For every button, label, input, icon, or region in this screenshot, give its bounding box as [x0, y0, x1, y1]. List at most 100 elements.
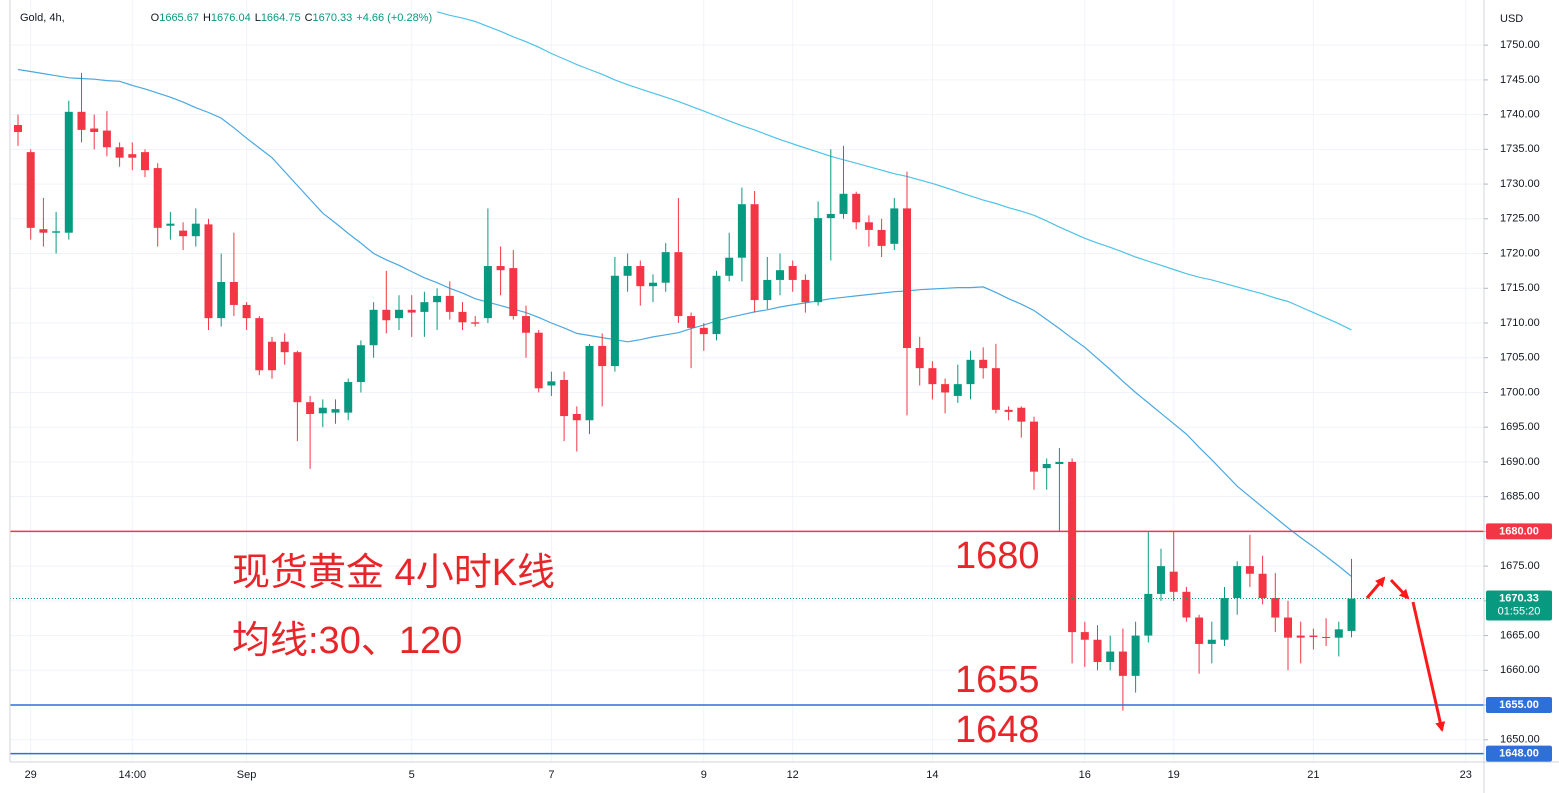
candle-body: [1118, 651, 1127, 676]
annotation: 均线:30、120: [232, 620, 462, 662]
ohlc-value: 1676.04: [210, 12, 251, 24]
candle-body: [420, 302, 429, 312]
level-price-label: 1680.00: [1499, 525, 1539, 537]
candle-body: [1169, 571, 1178, 592]
candle-body: [39, 229, 48, 233]
x-tick-label: 29: [25, 769, 37, 781]
candle-body: [395, 309, 403, 319]
forecast-arrows: [1365, 576, 1446, 732]
candle-body: [826, 213, 835, 219]
candle-body: [255, 318, 264, 371]
candle-body: [445, 295, 454, 312]
candle-body: [306, 402, 315, 414]
candle-body: [1195, 617, 1204, 644]
level-price-label: 1655.00: [1499, 699, 1539, 711]
candle-body: [649, 282, 657, 287]
arrow: [1365, 576, 1386, 599]
ohlc-value: 1664.75: [260, 12, 301, 24]
countdown-label: 01:55:20: [1498, 605, 1541, 617]
candle-body: [141, 152, 149, 171]
candle-body: [331, 409, 340, 413]
ohlc-label: L: [254, 12, 261, 24]
candle-body: [1322, 636, 1331, 638]
moving-average-line: [436, 11, 1352, 331]
candle-body: [496, 266, 505, 271]
candle-body: [1106, 651, 1115, 662]
candle-body: [547, 381, 556, 386]
candle-body: [229, 282, 238, 305]
y-tick-label: 1650.00: [1500, 734, 1540, 746]
currency-label: USD: [1500, 13, 1523, 25]
candle-body: [610, 275, 619, 367]
y-tick-label: 1725.00: [1500, 213, 1540, 225]
candles: [14, 72, 1356, 711]
x-tick-label: 14:00: [119, 769, 147, 781]
candle-body: [191, 223, 200, 237]
candle-body: [1233, 566, 1242, 599]
candle-body: [179, 230, 188, 237]
candle-body: [585, 345, 594, 421]
candle-body: [1068, 461, 1077, 633]
y-tick-label: 1685.00: [1500, 491, 1540, 503]
candle-body: [991, 368, 1000, 410]
y-tick-label: 1675.00: [1500, 560, 1540, 572]
candle-body: [77, 111, 86, 130]
annotation: 现货黄金 4小时K线: [232, 552, 555, 594]
candle-body: [966, 359, 975, 385]
candle-body: [661, 252, 670, 283]
candle-body: [458, 311, 467, 323]
candle-body: [483, 266, 492, 319]
candle-body: [14, 125, 22, 132]
candle-body: [268, 341, 276, 371]
candle-body: [572, 413, 581, 421]
y-tick-label: 1695.00: [1500, 421, 1540, 433]
arrow: [1389, 578, 1410, 600]
y-tick-label: 1665.00: [1500, 629, 1540, 641]
candle-body: [344, 382, 353, 413]
candle-body: [687, 316, 696, 328]
candle-body: [90, 128, 99, 132]
candle-body: [788, 266, 797, 280]
y-tick-label: 1700.00: [1500, 386, 1540, 398]
candle-body: [776, 270, 784, 280]
y-tick-label: 1750.00: [1500, 39, 1540, 51]
level-price-box: [1486, 523, 1552, 540]
annotation: 1655: [955, 659, 1040, 701]
candle-body: [1220, 598, 1229, 640]
y-tick-label: 1730.00: [1500, 178, 1540, 190]
candle-body: [560, 379, 569, 417]
candle-body: [699, 327, 708, 335]
level-price-box: [1486, 697, 1552, 714]
annotation: 1680: [955, 535, 1040, 577]
candle-body: [737, 204, 746, 258]
candle-body: [280, 341, 289, 353]
x-tick-label: 16: [1079, 769, 1091, 781]
candle-body: [1258, 573, 1267, 599]
y-tick-label: 1715.00: [1500, 282, 1540, 294]
x-tick-label: 21: [1307, 769, 1319, 781]
candle-body: [242, 304, 251, 319]
candle-body: [1157, 566, 1165, 594]
candle-body: [839, 193, 848, 214]
candle-body: [1284, 617, 1292, 638]
change: +4.66 (+0.28%): [356, 12, 433, 24]
candle-body: [915, 348, 924, 369]
last-price-label: 1670.33: [1499, 592, 1539, 604]
candle-body: [814, 218, 823, 303]
moving-average-line: [17, 68, 1352, 577]
ohlc-label: H: [202, 12, 211, 24]
x-tick-label: 14: [926, 769, 938, 781]
candle-body: [623, 266, 632, 276]
candle-body: [407, 309, 416, 313]
y-tick-label: 1745.00: [1500, 74, 1540, 86]
candle-body: [522, 316, 530, 333]
candle-body: [433, 295, 442, 303]
candle-body: [953, 384, 962, 396]
candle-body: [928, 368, 937, 385]
candle-body: [1296, 635, 1305, 638]
candle-body: [979, 359, 988, 369]
symbol: Gold, 4h,: [20, 12, 65, 24]
arrow: [1411, 601, 1446, 732]
